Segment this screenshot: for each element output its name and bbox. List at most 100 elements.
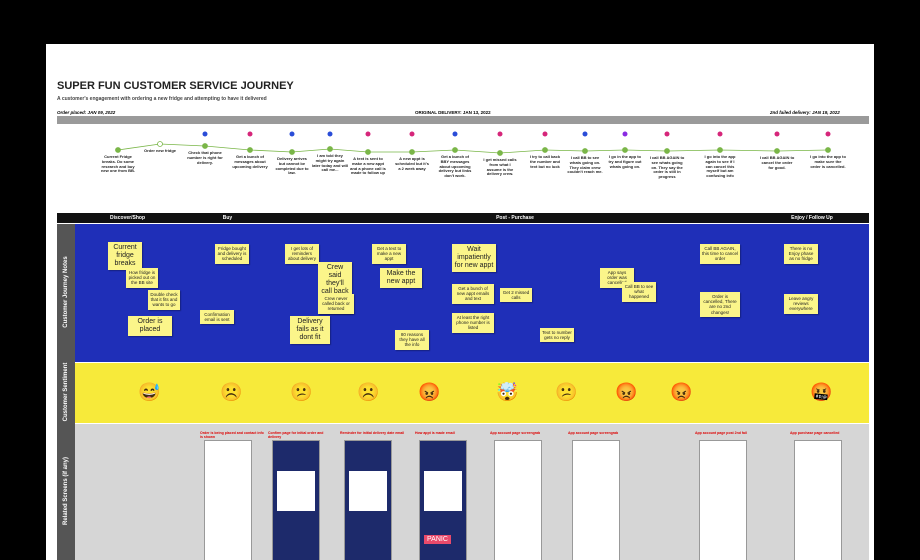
sticky-note: At least the right phone number is liste… — [452, 313, 494, 333]
event-dot — [664, 148, 670, 154]
sticky-note: Get a bunch of new appt emails and text — [452, 284, 494, 304]
screen-thumbnail — [272, 440, 320, 560]
event-label: A new appt is scheduled but it's a 2 wee… — [395, 156, 429, 171]
sticky-note: Call BB to see what happened — [622, 282, 656, 302]
phase-label: Buy — [222, 215, 233, 221]
event-badge — [825, 131, 831, 137]
phase-label: Discover/Shop — [109, 215, 145, 221]
timeline-end: 2nd failed delivery: JAN 19, 2022 — [770, 110, 840, 115]
timeline-middle: ORIGINAL DELIVERY: JAN 13, 2022 — [415, 110, 491, 115]
event-dot — [774, 148, 780, 154]
screen-label: Confirm page for initial order and deliv… — [268, 431, 324, 439]
event-label: I call BB AGAIN to cancel the order for … — [759, 155, 795, 170]
screen-banner — [349, 471, 387, 511]
event-dot — [409, 149, 415, 155]
event-label: I try to call back the number and text b… — [529, 154, 561, 169]
sticky-note: Double check that it fits and wants to g… — [148, 290, 180, 310]
sticky-note: Text to number gets no reply — [540, 328, 574, 343]
phase-label: Post - Purchase — [496, 215, 534, 221]
screen-thumbnail — [494, 440, 542, 560]
event-label: I go into the app again to see if I can … — [704, 154, 736, 179]
screen-label: App account page screengrab — [490, 431, 541, 435]
event-label: A text is sent to make a new appt and a … — [350, 156, 386, 176]
event-dot — [622, 147, 628, 153]
timeline-start: Order placed: JAN 09, 2022 — [57, 110, 116, 115]
event-dot — [452, 147, 458, 153]
emotion-curve — [115, 131, 831, 156]
event-badge — [542, 131, 548, 137]
event-badge — [497, 131, 503, 137]
row-label-column — [57, 224, 75, 560]
screen-thumbnail — [204, 440, 252, 560]
sticky-note: Wait impatiently for new appt — [452, 244, 496, 273]
event-badge — [582, 131, 588, 137]
event-label: I call BB AGAIN to see whats going on. T… — [649, 155, 685, 180]
sentiment-emoji: 😕 — [555, 382, 578, 402]
sentiment-emoji: 😡 — [670, 382, 693, 402]
sticky-note: How fridge is picked out on the BB site — [126, 268, 158, 288]
event-dot — [365, 149, 371, 155]
sticky-note: Get 2 missed calls — [500, 288, 532, 303]
event-label: Order new fridge — [143, 148, 176, 153]
event-dot — [247, 147, 253, 153]
screen-thumbnail — [572, 440, 620, 560]
event-badge — [717, 131, 723, 137]
panic-text: PANIC — [424, 535, 451, 544]
phase-header — [57, 213, 869, 223]
event-label: Get a bunch of messages about upcoming d… — [232, 154, 268, 169]
event-label: I go into the app to make sure the order… — [810, 154, 846, 169]
event-badge — [365, 131, 371, 137]
sticky-note: Fridge bought and delivery is scheduled — [215, 244, 249, 264]
event-badge — [289, 131, 295, 137]
event-dot — [327, 146, 333, 152]
event-badge — [247, 131, 253, 137]
event-label: Get a bunch of BBY messages about upcomi… — [438, 154, 472, 179]
event-dot — [115, 147, 121, 153]
event-dot — [289, 149, 295, 155]
sentiment-emoji: 😅 — [138, 382, 161, 402]
event-badge — [202, 131, 208, 137]
sentiment-emoji: ☹️ — [357, 382, 380, 402]
event-label: Check that phone number is right for del… — [187, 150, 223, 165]
sticky-note: Order is cancelled, There are no 2nd cha… — [700, 292, 740, 317]
sticky-note: Crew never called back or returned — [318, 294, 354, 314]
sticky-note: Leave angry reviews everywhere — [784, 294, 818, 314]
event-badge — [327, 131, 333, 137]
sticky-note: Make the new appt — [380, 268, 422, 289]
event-dot — [542, 147, 548, 153]
event-dot — [717, 147, 723, 153]
sentiment-emoji: 😡 — [615, 382, 638, 402]
sentiment-emoji: 🤯 — [496, 382, 519, 402]
sticky-note: 80 reasons they have all the info — [395, 330, 429, 350]
screen-label: App account page post 2nd fail — [695, 431, 747, 435]
screen-label: App purchase page cancelled — [790, 431, 840, 435]
event-badge — [622, 131, 628, 137]
timeline-bar — [57, 116, 869, 124]
sentiment-emoji: 😕 — [290, 382, 313, 402]
event-label: Current Fridge breaks. Do some research … — [100, 154, 135, 174]
row-label: Related Screens (if any) — [63, 456, 69, 526]
sticky-note: Delivery fails as it dont fit — [290, 316, 330, 345]
title: SUPER FUN CUSTOMER SERVICE JOURNEY — [57, 80, 294, 92]
sticky-note: Order is placed — [128, 316, 172, 337]
event-dot — [825, 147, 831, 153]
sticky-note: Get a text to make a new appt — [372, 244, 406, 264]
sentiment-band — [57, 363, 869, 423]
phase-label: Enjoy / Follow Up — [791, 215, 833, 221]
screen-thumbnail — [699, 440, 747, 560]
screen-banner — [424, 471, 462, 511]
sentiment-emoji: 🤬 — [810, 382, 833, 402]
screen-thumbnail — [344, 440, 392, 560]
event-label: I go in the app to try and figure out wh… — [608, 154, 642, 169]
screen-thumbnail — [794, 440, 842, 560]
event-badge — [409, 131, 415, 137]
screen-label: App account page screengrab — [568, 431, 619, 435]
subtitle: A customer's engagement with ordering a … — [57, 96, 267, 102]
sticky-note: There is no Enjoy phase as no fridge — [784, 244, 818, 264]
screen-label: Order is being placed and contact info i… — [200, 431, 264, 439]
row-label: Customer Journey Notes — [63, 256, 69, 328]
event-label: Delivery arrives but cannot be completed… — [275, 156, 309, 176]
event-label: I am told they might try again later tod… — [312, 153, 349, 173]
sentiment-emoji: ☹️ — [220, 382, 243, 402]
